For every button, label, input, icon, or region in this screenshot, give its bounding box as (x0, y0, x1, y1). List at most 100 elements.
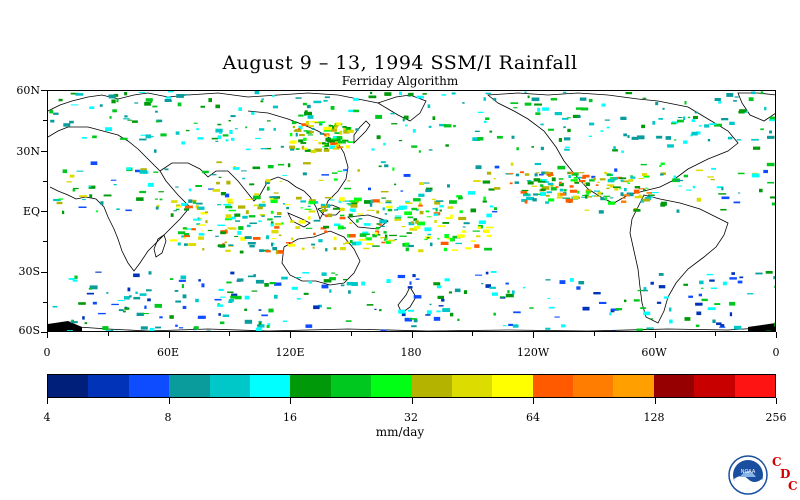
rain-patch (444, 278, 450, 282)
rain-patch (253, 237, 261, 240)
rain-patch (606, 187, 610, 189)
rain-patch (398, 309, 406, 314)
rain-patch (306, 104, 311, 109)
rain-patch (109, 116, 112, 119)
rain-patch (139, 293, 147, 296)
rain-patch (290, 140, 297, 144)
rain-patch (580, 107, 589, 111)
rain-patch (287, 244, 295, 247)
rain-patch (523, 286, 526, 289)
rain-patch (775, 92, 776, 94)
rain-patch (392, 167, 395, 171)
rain-patch (512, 290, 515, 295)
rain-patch (424, 227, 432, 232)
rain-patch (318, 142, 322, 145)
rain-patch (483, 120, 487, 123)
rain-patch (699, 280, 704, 285)
legend-swatch-1 (88, 375, 129, 397)
rain-patch (646, 327, 654, 329)
rain-patch (554, 316, 560, 318)
rain-patch (82, 316, 85, 320)
rain-patch (612, 149, 618, 152)
rain-patch (185, 129, 190, 132)
rain-patch (677, 119, 684, 123)
rain-patch (92, 301, 97, 305)
rain-patch (510, 162, 514, 166)
rain-patch (401, 312, 406, 317)
lon-label-60w: 60W (641, 346, 667, 359)
rain-patch (345, 320, 352, 322)
rain-patch (707, 139, 711, 142)
rain-patch (72, 279, 78, 282)
rain-patch (394, 239, 397, 241)
rain-patch (181, 235, 184, 238)
rain-patch (181, 141, 186, 145)
rain-patch (409, 318, 417, 320)
rain-patch (110, 179, 117, 181)
lon-label-180: 180 (400, 346, 422, 359)
rain-patch (584, 209, 590, 211)
legend-tick (47, 398, 48, 404)
legend-label-64: 64 (526, 411, 540, 424)
rain-patch (251, 290, 258, 292)
rain-patch (182, 305, 187, 309)
rain-patch (295, 97, 302, 99)
rain-patch (462, 102, 465, 104)
rain-patch (559, 181, 562, 184)
rain-patch (324, 230, 328, 233)
rain-patch (435, 207, 438, 212)
rain-patch (258, 203, 266, 207)
rain-patch (721, 118, 729, 121)
rain-patch (500, 296, 505, 298)
rain-patch (588, 191, 591, 193)
rain-patch (585, 182, 590, 186)
rain-patch (613, 146, 616, 150)
rain-patch (218, 313, 221, 316)
rain-patch (323, 225, 329, 229)
rain-patch (363, 223, 371, 226)
rain-patch (301, 145, 305, 150)
rain-patch (164, 168, 169, 171)
rain-patch (217, 123, 222, 126)
rain-patch (411, 207, 417, 211)
rain-patch (738, 110, 745, 114)
rain-patch (434, 200, 441, 205)
rain-patch (106, 292, 109, 294)
rain-patch (626, 192, 634, 197)
rain-patch (193, 326, 199, 330)
rain-patch (102, 326, 109, 330)
rain-patch (578, 281, 585, 285)
rain-patch (385, 200, 393, 202)
rain-patch (376, 223, 380, 225)
rain-patch (201, 283, 205, 288)
rain-patch (302, 172, 307, 176)
rain-patch (334, 223, 341, 227)
lon-tick (655, 332, 656, 338)
rain-patch (258, 220, 262, 223)
rain-patch (415, 278, 420, 280)
rain-patch (739, 276, 744, 279)
rain-patch (117, 300, 125, 302)
rain-patch (181, 202, 188, 206)
rain-patch (660, 162, 665, 166)
rain-patch (429, 303, 432, 306)
rain-patch (514, 181, 520, 184)
rain-patch (125, 209, 132, 212)
rain-patch (760, 128, 764, 131)
rain-patch (409, 281, 412, 285)
rain-patch (526, 196, 534, 201)
rain-patch (245, 210, 249, 215)
rain-patch (512, 324, 519, 328)
rain-patch (541, 179, 547, 183)
rain-patch (412, 274, 416, 278)
rain-patch (89, 285, 98, 290)
rain-patch (459, 210, 463, 214)
rain-patch (53, 112, 59, 115)
rain-patch (551, 177, 556, 182)
rain-patch (113, 93, 119, 97)
rain-patch (562, 117, 569, 120)
rain-patch (547, 297, 551, 300)
rain-patch (558, 178, 564, 180)
rain-patch (303, 137, 307, 141)
rain-patch (769, 196, 775, 199)
